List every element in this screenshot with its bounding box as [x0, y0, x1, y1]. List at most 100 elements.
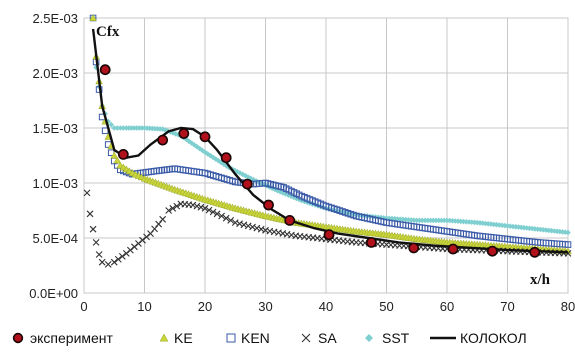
x-tick-label: 70: [500, 299, 514, 314]
experiment-point: [408, 242, 420, 254]
experiment-point: [241, 178, 253, 190]
legend-item: эксперимент: [12, 330, 114, 346]
data-point: [104, 261, 112, 268]
data-point: [83, 189, 91, 197]
data-point: [108, 121, 115, 128]
data-point: [213, 210, 221, 218]
y-tick-label: 0.0E+00: [29, 286, 78, 301]
data-point: [95, 251, 103, 258]
x-tick-label: 10: [137, 299, 151, 314]
data-point: [493, 221, 500, 228]
data-point: [165, 207, 173, 214]
data-point: [239, 171, 246, 178]
legend: эксперимент KE KEN SA SST КОЛОКОЛ: [12, 330, 527, 346]
data-point: [380, 215, 387, 221]
y-tick-label: 1.5E-03: [32, 121, 78, 136]
data-point: [468, 219, 475, 225]
experiment-point: [486, 245, 498, 257]
data-point: [471, 219, 478, 226]
data-point: [231, 167, 238, 174]
data-point: [86, 210, 94, 218]
legend-swatch: [301, 333, 311, 343]
data-point: [529, 225, 536, 232]
legend-item: KEN: [226, 330, 270, 346]
data-point: [477, 220, 483, 226]
data-point: [548, 227, 555, 234]
plot-area: [83, 14, 572, 268]
data-point: [111, 125, 118, 131]
legend-label: KEN: [241, 330, 270, 346]
data-point: [507, 223, 514, 229]
data-point: [405, 217, 412, 223]
tick-labels: 0 10 20 30 40 50 60 70 80 0.0E+00 5.0E-04 1.0E-03 1.…: [29, 11, 575, 314]
data-point: [556, 228, 563, 235]
data-point: [221, 161, 227, 167]
legend-label: эксперимент: [30, 330, 114, 346]
data-point: [236, 220, 243, 228]
data-point: [98, 258, 106, 266]
data-point: [194, 143, 200, 150]
legend-swatch: [12, 332, 24, 344]
data-point: [457, 218, 464, 225]
experiment-point: [199, 131, 211, 143]
x-tick-label: 30: [258, 299, 272, 314]
experiment-point: [447, 243, 459, 255]
experiment-point: [99, 64, 111, 76]
data-point: [545, 227, 552, 234]
data-point: [521, 224, 527, 231]
y-tick-label: 5.0E-04: [32, 231, 78, 246]
experiment-point: [284, 214, 296, 226]
data-point: [197, 203, 205, 211]
data-point: [277, 189, 284, 195]
data-point: [218, 212, 226, 220]
experiment-point: [529, 246, 541, 258]
x-axis-label: x/h: [530, 272, 551, 288]
legend-item: KE: [159, 330, 193, 346]
data-point: [222, 214, 230, 222]
data-point: [565, 229, 571, 236]
x-tick-label: 20: [198, 299, 212, 314]
legend-item: КОЛОКОЛ: [430, 330, 527, 346]
legend-swatch: [365, 334, 373, 342]
data-point: [299, 197, 305, 204]
data-point: [383, 215, 390, 221]
data-point: [272, 186, 278, 193]
data-point: [463, 219, 470, 225]
data-point: [205, 206, 213, 214]
data-point: [290, 194, 297, 201]
data-point: [554, 228, 560, 235]
data-point: [515, 224, 522, 230]
experiment-point: [117, 148, 129, 160]
experiment-point: [178, 128, 190, 139]
data-point: [499, 222, 505, 229]
data-point: [526, 225, 533, 232]
x-tick-label: 80: [561, 299, 575, 314]
data-point: [209, 208, 217, 216]
data-point: [282, 191, 289, 197]
data-point: [188, 140, 195, 146]
x-tick-label: 40: [319, 299, 333, 314]
data-point: [89, 14, 97, 21]
data-point: [250, 176, 257, 183]
data-point: [231, 219, 239, 226]
x-tick-label: 0: [80, 299, 87, 314]
legend-label: SA: [318, 330, 337, 346]
y-tick-label: 1.0E-03: [32, 176, 78, 191]
y-axis-label: Cfx: [96, 24, 120, 40]
data-point: [159, 126, 166, 132]
data-point: [490, 221, 497, 228]
data-point: [210, 154, 216, 161]
data-point: [117, 125, 124, 131]
data-point: [189, 201, 197, 209]
data-point: [288, 193, 294, 199]
data-point: [169, 204, 177, 212]
legend-label: КОЛОКОЛ: [460, 330, 527, 346]
y-tick-label: 2.5E-03: [32, 11, 78, 26]
data-point: [249, 223, 256, 231]
data-point: [449, 218, 456, 224]
data-point: [504, 223, 511, 229]
data-point: [540, 227, 547, 233]
legend-swatch: [159, 333, 169, 342]
data-point: [274, 187, 281, 194]
